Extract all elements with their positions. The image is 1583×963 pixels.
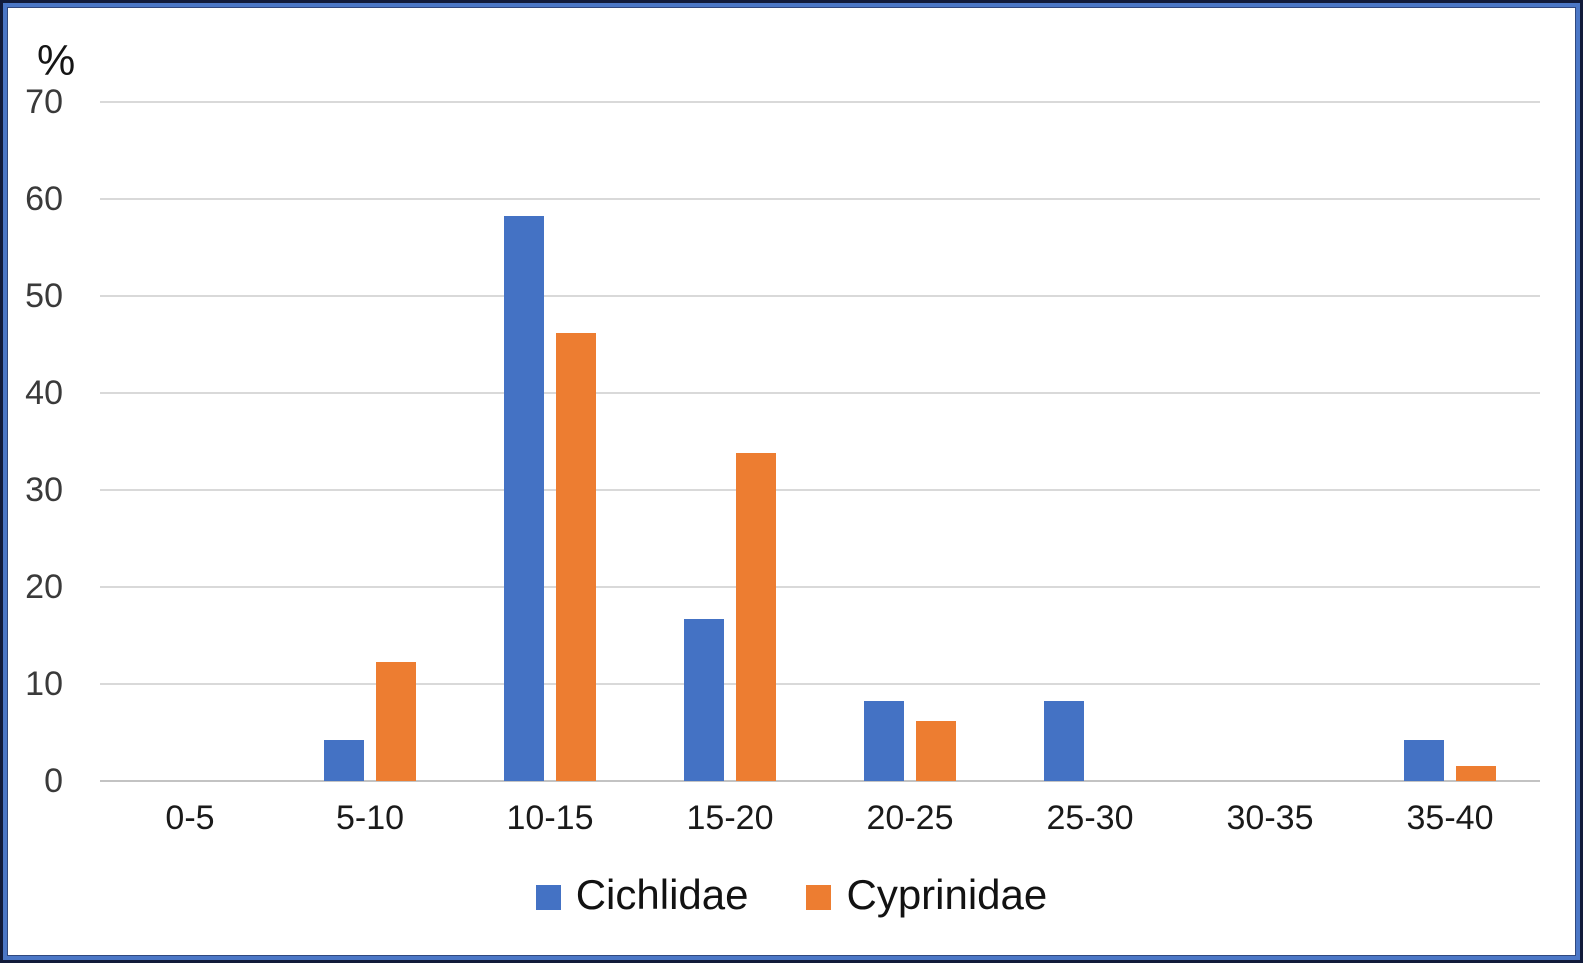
bar-cyprinidae-35-40: [1456, 766, 1496, 781]
y-tick-label: 40: [25, 374, 63, 412]
gridline: [100, 586, 1540, 589]
y-tick-label: 30: [25, 471, 63, 509]
bar-cichlidae-25-30: [1044, 700, 1084, 781]
x-tick-label: 10-15: [506, 799, 594, 837]
gridline: [100, 683, 1540, 686]
category-group-5-10: [280, 102, 460, 781]
legend-label: Cichlidae: [575, 871, 749, 918]
x-tick-label: 0-5: [165, 799, 215, 837]
gridline: [100, 489, 1540, 491]
x-tick-label: 20-25: [866, 799, 954, 837]
y-tick-label: 70: [25, 83, 63, 121]
legend-item-cyprinidae: Cyprinidae: [806, 871, 1047, 919]
bar-pair: [1044, 102, 1136, 781]
plot-area: [100, 101, 1540, 782]
category-group-0-5: [100, 102, 280, 781]
y-tick-label: 20: [25, 568, 63, 606]
legend: Cichlidae Cyprinidae: [3, 871, 1580, 919]
gridline: [100, 101, 1540, 103]
x-axis-line: [100, 780, 1540, 782]
bar-cichlidae-15-20: [684, 619, 724, 781]
bar-pair: [1404, 102, 1496, 781]
gridline: [100, 198, 1540, 200]
x-tick-label: 35-40: [1406, 799, 1494, 837]
bar-cichlidae-20-25: [864, 700, 904, 781]
legend-swatch-icon: [535, 884, 561, 910]
bar-pair: [144, 102, 236, 781]
gridline: [100, 295, 1540, 297]
gridline: [100, 392, 1540, 395]
bars-layer: [100, 102, 1540, 781]
category-group-35-40: [1360, 102, 1540, 781]
legend-swatch-icon: [806, 884, 832, 910]
y-axis-unit-label: %: [37, 37, 76, 85]
y-tick-label: 60: [25, 180, 63, 218]
bar-pair: [684, 102, 776, 781]
legend-item-cichlidae: Cichlidae: [535, 871, 749, 919]
x-tick-label: 15-20: [686, 799, 774, 837]
y-tick-label: 10: [25, 665, 63, 703]
bar-cyprinidae-5-10: [376, 661, 416, 781]
x-tick-label: 30-35: [1226, 799, 1314, 837]
bar-cyprinidae-20-25: [916, 720, 956, 781]
bar-pair: [1224, 102, 1316, 781]
bar-cyprinidae-10-15: [556, 332, 596, 781]
bar-cichlidae-35-40: [1404, 740, 1444, 781]
category-group-25-30: [1000, 102, 1180, 781]
legend-label: Cyprinidae: [846, 871, 1048, 918]
bar-pair: [324, 102, 416, 781]
bar-cyprinidae-15-20: [736, 453, 776, 781]
bar-cichlidae-5-10: [324, 740, 364, 781]
y-tick-label: 50: [25, 277, 63, 315]
x-tick-label: 5-10: [335, 799, 405, 837]
category-group-20-25: [820, 102, 1000, 781]
x-axis-tick-labels: 0-5 5-10 10-15 15-20 20-25 25-30 30-35 35-40: [100, 799, 1540, 838]
category-group-10-15: [460, 102, 640, 781]
bar-cichlidae-10-15: [504, 215, 544, 781]
x-tick-label: 25-30: [1046, 799, 1134, 837]
category-group-15-20: [640, 102, 820, 781]
category-group-30-35: [1180, 102, 1360, 781]
y-tick-label: 0: [44, 762, 63, 800]
bar-pair: [864, 102, 956, 781]
bar-pair: [504, 102, 596, 781]
